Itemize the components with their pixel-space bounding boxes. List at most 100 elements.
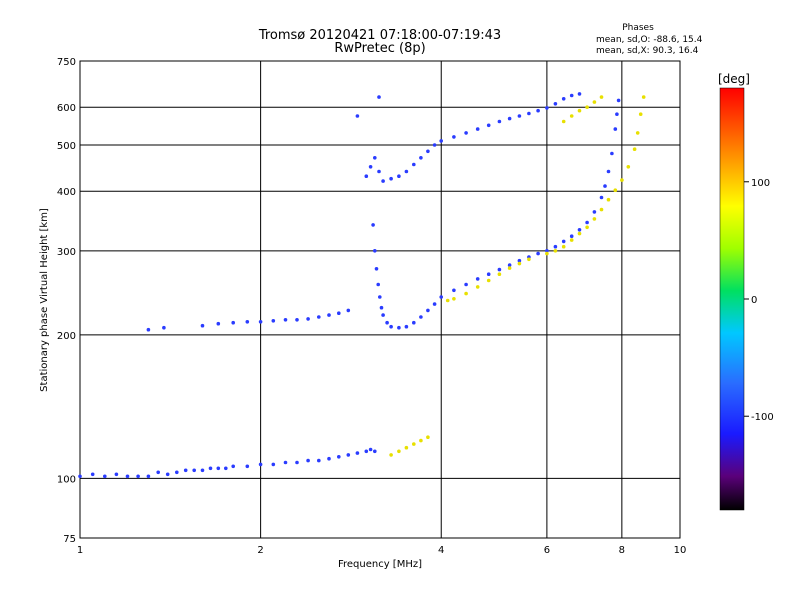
data-point-o <box>208 466 213 471</box>
data-point-o <box>378 295 382 299</box>
data-point-x <box>397 449 401 454</box>
data-point-o <box>397 174 401 178</box>
data-point-o <box>397 325 401 330</box>
data-point-o <box>486 272 491 277</box>
y-tick-label: 100 <box>57 474 76 485</box>
data-point-o <box>536 251 540 256</box>
data-point-o <box>162 325 166 330</box>
x-tick-label: 1 <box>77 545 83 556</box>
data-point-o <box>553 244 558 249</box>
data-point-o <box>368 447 373 452</box>
data-point-o <box>192 468 196 473</box>
data-point-x <box>426 435 430 440</box>
data-point-o <box>452 135 456 139</box>
data-point-o <box>507 263 512 267</box>
data-point-x <box>412 442 416 446</box>
data-point-o <box>231 464 235 469</box>
data-point-o <box>156 470 160 475</box>
data-point-o <box>355 451 360 455</box>
data-point-x <box>561 244 566 249</box>
data-point-o <box>295 460 299 465</box>
data-point-o <box>517 258 522 263</box>
data-point-o <box>78 474 82 479</box>
data-point-o <box>258 462 263 467</box>
data-point-o <box>439 139 444 143</box>
data-point-o <box>404 324 409 329</box>
x-tick-label: 6 <box>544 545 550 556</box>
data-point-x <box>599 207 604 212</box>
data-point-o <box>355 114 360 118</box>
data-point-x <box>599 95 604 99</box>
data-point-o <box>464 131 468 135</box>
data-point-x <box>497 272 502 277</box>
data-point-o <box>216 321 221 326</box>
grid-lines <box>80 61 680 538</box>
data-point-o <box>536 108 540 113</box>
phases-header: Phases <box>622 23 654 33</box>
data-point-o <box>125 474 130 479</box>
data-point-o <box>337 455 341 459</box>
data-point-o <box>475 127 480 131</box>
data-point-x <box>632 147 637 151</box>
data-point-o <box>224 466 228 471</box>
data-point-o <box>545 249 549 253</box>
data-point-x <box>592 100 597 104</box>
data-point-o <box>245 464 250 469</box>
data-point-o <box>377 169 381 174</box>
y-tick-label: 300 <box>57 247 76 258</box>
data-point-o <box>561 239 566 244</box>
data-point-x <box>569 114 574 118</box>
data-point-o <box>327 313 331 317</box>
x-axis-label: Frequency [MHz] <box>338 559 422 570</box>
data-point-o <box>373 156 377 160</box>
data-point-o <box>245 320 250 324</box>
data-point-o <box>146 327 151 332</box>
data-point-o <box>606 169 611 174</box>
data-point-o <box>569 93 574 98</box>
data-point-o <box>616 98 621 103</box>
data-point-o <box>412 162 416 167</box>
data-point-o <box>364 174 369 178</box>
data-point-x <box>635 131 640 135</box>
data-point-x <box>577 108 582 113</box>
data-point-x <box>585 225 589 230</box>
data-point-x <box>561 119 566 124</box>
chart-title: Tromsø 20120421 07:18:00-07:19:43 <box>258 28 501 43</box>
y-tick-label: 750 <box>57 57 76 68</box>
colorbar-tick-label: -100 <box>751 412 774 423</box>
data-points <box>78 92 646 479</box>
y-axis-ticks: 75 100 200 300 400 500 600 750 <box>57 57 76 545</box>
data-point-o <box>381 313 385 317</box>
data-point-o <box>200 468 205 473</box>
data-point-o <box>295 318 299 322</box>
data-point-o <box>577 228 582 232</box>
data-point-o <box>373 249 377 253</box>
data-point-o <box>317 458 321 463</box>
data-point-o <box>497 119 502 124</box>
data-point-x <box>585 105 589 109</box>
data-point-x <box>545 251 549 256</box>
data-point-o <box>103 474 107 479</box>
data-point-o <box>271 319 276 323</box>
data-point-o <box>497 267 502 272</box>
data-point-o <box>577 92 582 96</box>
data-point-o <box>599 195 604 200</box>
data-point-o <box>183 468 188 473</box>
data-point-o <box>561 97 566 101</box>
data-point-o <box>419 156 423 160</box>
data-point-o <box>426 308 430 313</box>
data-point-o <box>517 114 522 118</box>
y-tick-label: 400 <box>57 187 76 198</box>
data-point-o <box>283 318 288 322</box>
data-point-o <box>432 302 437 306</box>
data-point-o <box>283 460 288 465</box>
data-point-o <box>165 472 170 477</box>
y-tick-label: 200 <box>57 331 76 342</box>
data-point-o <box>613 127 618 131</box>
data-point-x <box>404 445 409 450</box>
data-point-x <box>507 266 512 270</box>
data-point-o <box>615 112 619 116</box>
data-point-x <box>389 453 393 457</box>
data-point-x <box>475 285 480 289</box>
